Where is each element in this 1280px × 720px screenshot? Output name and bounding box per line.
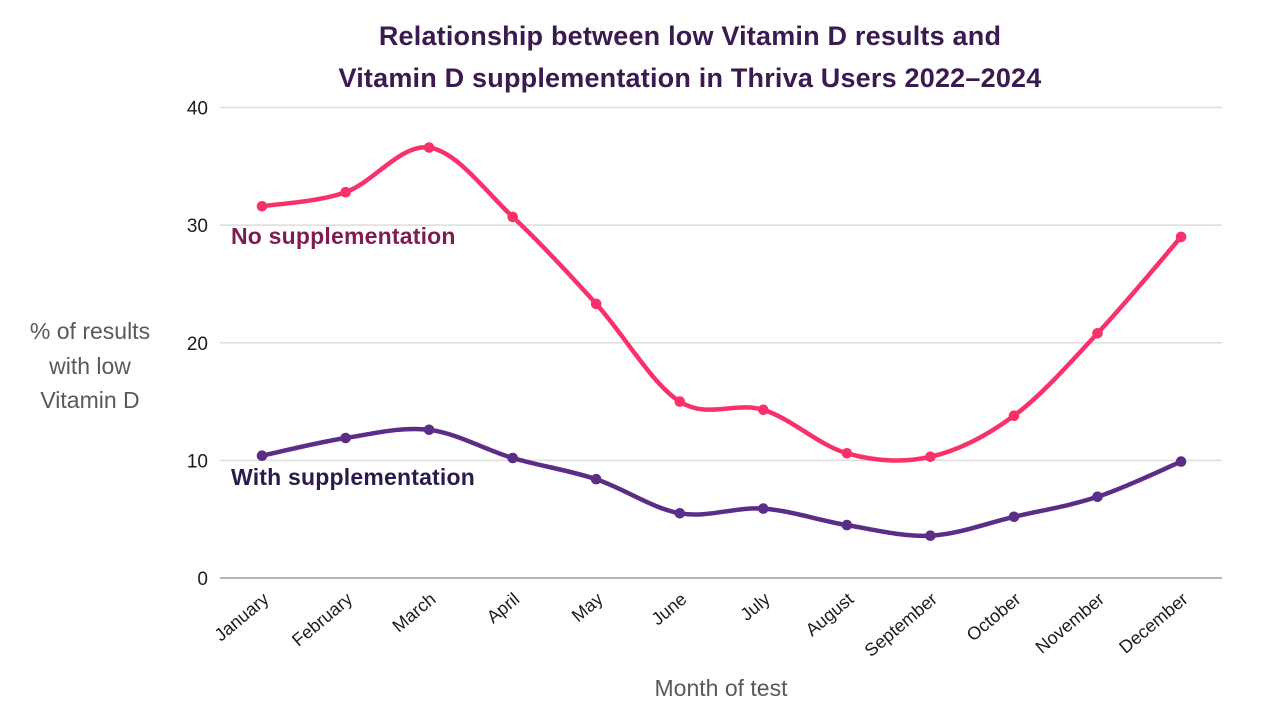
- point-with-supplementation-june: [674, 508, 686, 519]
- point-with-supplementation-july: [758, 503, 769, 514]
- x-tick-label-october: October: [963, 589, 1025, 645]
- point-no-supplementation-may: [590, 298, 602, 310]
- y-axis-label-line-3: Vitamin D: [40, 387, 140, 413]
- y-tick-label-20: 20: [187, 334, 208, 355]
- point-no-supplementation-february: [340, 186, 351, 198]
- point-with-supplementation-january: [256, 450, 268, 462]
- x-tick-label-january: January: [211, 589, 273, 645]
- series-label-no-supplementation: No supplementation: [231, 223, 456, 249]
- point-no-supplementation-september: [925, 451, 936, 463]
- x-tick-label-june: June: [648, 589, 691, 629]
- point-no-supplementation-june: [674, 396, 686, 407]
- y-axis-label-line-1: % of results: [29, 318, 151, 344]
- x-tick-label-september: September: [861, 589, 941, 661]
- point-no-supplementation-march: [423, 142, 435, 153]
- x-tick-label-may: May: [568, 589, 607, 626]
- x-tick-label-july: July: [736, 589, 773, 625]
- series-label-with-supplementation: With supplementation: [231, 464, 476, 490]
- point-no-supplementation-january: [256, 201, 268, 212]
- y-tick-label-10: 10: [187, 451, 208, 472]
- point-no-supplementation-november: [1092, 328, 1103, 339]
- point-no-supplementation-august: [841, 448, 853, 459]
- x-tick-label-april: April: [483, 589, 523, 627]
- x-tick-label-december: December: [1115, 589, 1191, 658]
- y-tick-label-0: 0: [197, 569, 208, 590]
- x-axis-label: Month of test: [654, 675, 788, 701]
- x-tick-label-march: March: [389, 589, 440, 636]
- point-with-supplementation-february: [340, 432, 351, 444]
- chart-title: Relationship between low Vitamin D resul…: [110, 16, 1270, 100]
- line-with-supplementation: [259, 426, 1184, 539]
- point-with-supplementation-october: [1008, 511, 1020, 523]
- point-no-supplementation-october: [1008, 410, 1020, 422]
- y-axis-label-line-2: with low: [49, 352, 131, 379]
- x-tick-label-february: February: [288, 589, 356, 651]
- point-with-supplementation-september: [925, 530, 936, 541]
- point-with-supplementation-march: [423, 424, 435, 436]
- point-with-supplementation-august: [841, 519, 853, 531]
- point-with-supplementation-december: [1175, 456, 1187, 467]
- y-tick-label-30: 30: [187, 216, 208, 237]
- point-with-supplementation-may: [590, 473, 602, 485]
- chart-title-line-1: Relationship between low Vitamin D resul…: [378, 21, 1002, 51]
- point-no-supplementation-july: [758, 404, 769, 416]
- point-with-supplementation-november: [1092, 491, 1103, 503]
- chart-title-line-2: Vitamin D supplementation in Thriva User…: [338, 62, 1042, 93]
- line-no-supplementation: [259, 145, 1184, 463]
- y-axis-label: % of results with low Vitamin D: [0, 314, 180, 418]
- y-tick-label-40: 40: [187, 99, 208, 120]
- point-no-supplementation-december: [1175, 231, 1187, 243]
- point-with-supplementation-april: [507, 452, 518, 464]
- x-tick-label-august: August: [802, 589, 858, 640]
- x-tick-label-november: November: [1032, 589, 1108, 658]
- point-no-supplementation-april: [507, 211, 518, 223]
